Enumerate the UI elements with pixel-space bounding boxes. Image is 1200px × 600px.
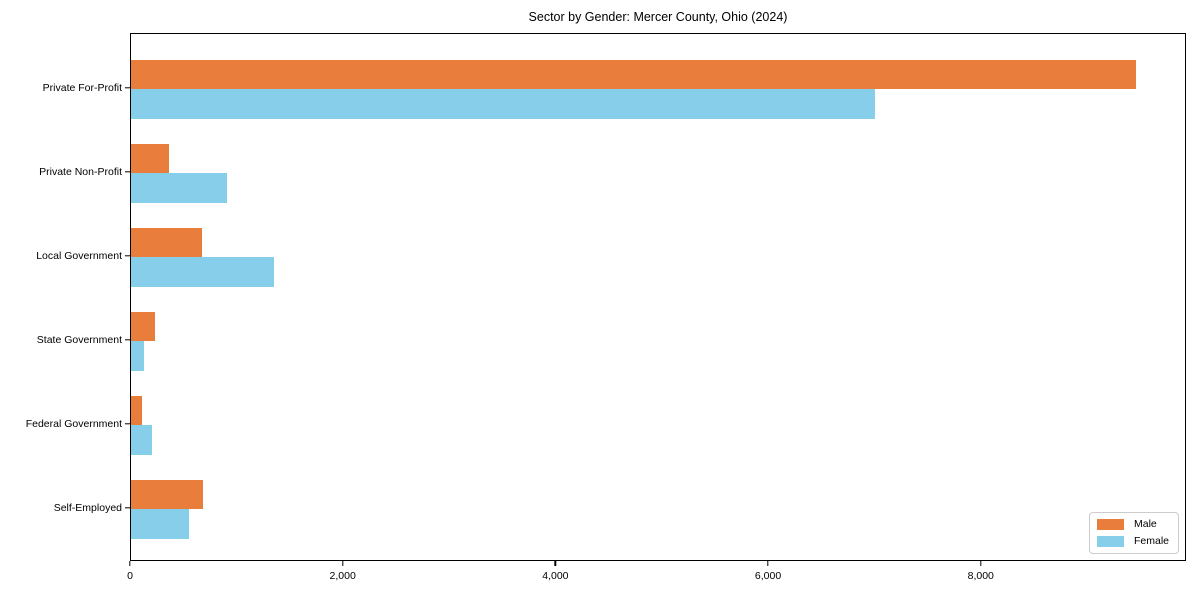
bar-female-private-non-profit xyxy=(131,173,227,203)
bar-female-self-employed xyxy=(131,509,189,539)
plot-area: Male Female xyxy=(130,33,1186,561)
y-tick-mark xyxy=(125,255,130,257)
x-tick-label-4-000: 4,000 xyxy=(542,570,569,582)
x-tick-label-2-000: 2,000 xyxy=(329,570,356,582)
chart-title: Sector by Gender: Mercer County, Ohio (2… xyxy=(528,10,788,24)
bar-male-private-non-profit xyxy=(131,143,170,173)
bar-male-state-government xyxy=(131,311,155,341)
bar-female-local-government xyxy=(131,257,274,287)
x-tick-mark xyxy=(767,561,769,566)
x-tick-mark xyxy=(129,561,131,566)
legend-item-female: Female xyxy=(1096,535,1169,548)
y-tick-mark xyxy=(125,507,130,509)
x-tick-label-8-000: 8,000 xyxy=(967,570,994,582)
bar-female-state-government xyxy=(131,341,144,371)
x-tick-mark xyxy=(341,561,344,566)
legend-label-female: Female xyxy=(1133,535,1169,547)
x-tick-label-0: 0 xyxy=(127,570,133,582)
bar-male-private-for-profit xyxy=(131,59,1136,89)
legend-swatch-male xyxy=(1096,519,1124,530)
bar-male-federal-government xyxy=(131,395,142,425)
y-tick-mark xyxy=(125,423,130,425)
y-tick-mark xyxy=(125,171,130,173)
y-tick-mark xyxy=(125,339,130,341)
legend: Male Female xyxy=(1088,512,1179,554)
bar-female-private-for-profit xyxy=(131,89,876,119)
y-tick-label-state-government: State Government xyxy=(36,334,122,346)
y-tick-mark xyxy=(125,87,130,89)
legend-item-male: Male xyxy=(1096,518,1169,531)
x-tick-label-6-000: 6,000 xyxy=(754,570,782,582)
legend-swatch-female xyxy=(1096,536,1124,547)
y-tick-label-self-employed: Self-Employed xyxy=(53,502,122,514)
y-tick-label-private-for-profit: Private For-Profit xyxy=(42,82,122,94)
y-tick-label-federal-government: Federal Government xyxy=(25,418,122,430)
x-tick-mark xyxy=(980,561,982,566)
bar-female-federal-government xyxy=(131,425,152,455)
y-tick-label-local-government: Local Government xyxy=(36,250,122,262)
legend-label-male: Male xyxy=(1133,518,1157,530)
bar-male-local-government xyxy=(131,227,202,257)
y-tick-label-private-non-profit: Private Non-Profit xyxy=(39,166,122,178)
x-tick-mark xyxy=(554,561,557,566)
bar-male-self-employed xyxy=(131,479,204,509)
